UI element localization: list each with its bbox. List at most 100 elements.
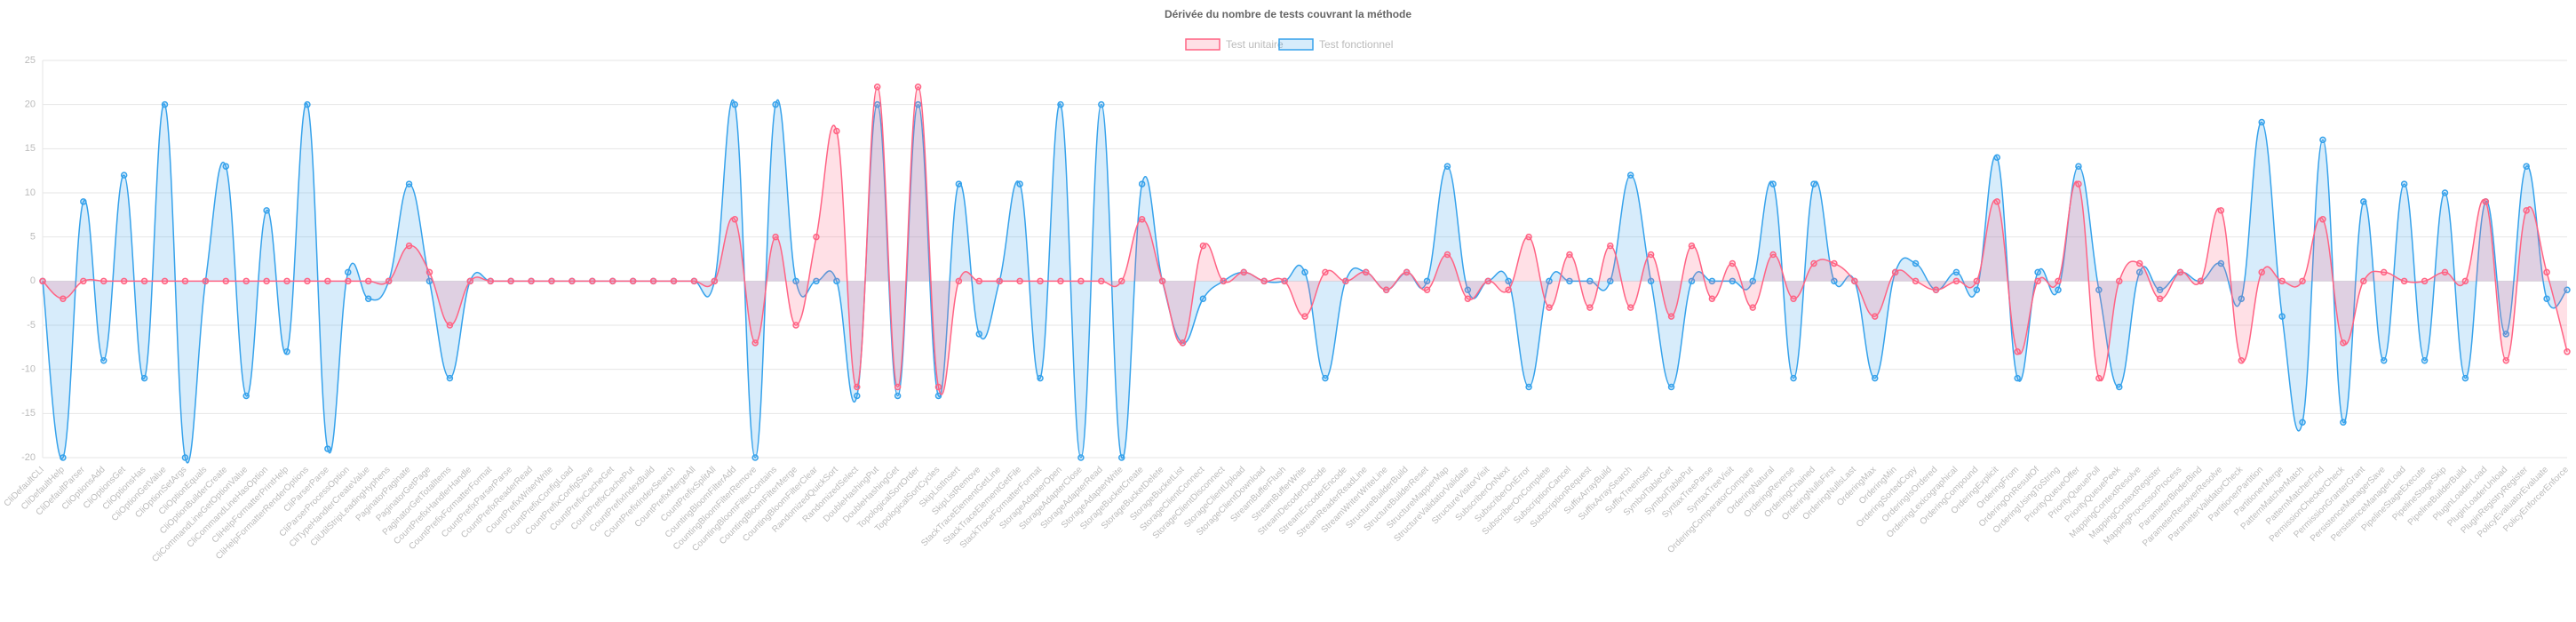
point <box>608 277 616 285</box>
point <box>1301 313 1308 320</box>
point <box>2441 268 2449 276</box>
line <box>42 86 2568 395</box>
point <box>1810 259 1817 267</box>
point <box>751 339 759 347</box>
point <box>425 277 433 285</box>
point <box>690 277 698 285</box>
point <box>1688 277 1696 285</box>
point <box>120 277 128 285</box>
point <box>1932 286 1940 294</box>
point <box>1810 180 1817 187</box>
point <box>1729 277 1737 285</box>
point <box>2278 277 2286 285</box>
point <box>792 322 799 329</box>
point <box>2197 277 2205 285</box>
point <box>670 277 678 285</box>
point <box>1484 277 1492 285</box>
point <box>1220 277 1228 285</box>
point <box>2543 295 2550 302</box>
point <box>2217 259 2225 267</box>
point <box>283 348 290 355</box>
point <box>2055 277 2062 285</box>
point <box>405 180 413 187</box>
point <box>2075 163 2082 170</box>
point <box>1566 251 1573 259</box>
point <box>1790 295 1797 302</box>
point <box>711 277 719 285</box>
point <box>854 383 861 391</box>
point <box>263 207 270 214</box>
point <box>2176 268 2184 276</box>
point <box>1057 100 1064 108</box>
point <box>283 277 290 285</box>
point <box>161 277 169 285</box>
point <box>39 277 46 285</box>
point <box>1871 374 1879 382</box>
point <box>1973 286 1981 294</box>
point <box>894 383 902 391</box>
point <box>2380 356 2388 364</box>
point <box>955 277 963 285</box>
point <box>2400 180 2408 187</box>
point <box>833 277 840 285</box>
point <box>1403 268 1411 276</box>
point <box>1382 286 1390 294</box>
point <box>345 268 352 276</box>
point <box>1423 286 1431 294</box>
point <box>161 100 169 108</box>
point <box>2461 277 2469 285</box>
point <box>1952 268 1960 276</box>
point <box>1464 295 1472 302</box>
point <box>2502 356 2509 364</box>
point <box>548 277 555 285</box>
point <box>80 277 87 285</box>
point <box>772 233 779 241</box>
point <box>1708 295 1716 302</box>
point <box>2034 277 2041 285</box>
point <box>528 277 535 285</box>
point <box>813 277 820 285</box>
point <box>1077 454 1085 461</box>
point <box>1505 286 1512 294</box>
point <box>934 392 942 400</box>
point <box>1891 268 1899 276</box>
point <box>1016 180 1023 187</box>
point <box>1952 277 1960 285</box>
point <box>1016 277 1023 285</box>
point <box>2340 419 2347 427</box>
point <box>934 383 942 391</box>
point <box>120 171 128 179</box>
point <box>2258 118 2265 126</box>
point <box>507 277 514 285</box>
point <box>2034 268 2041 276</box>
point <box>263 277 270 285</box>
point <box>100 277 107 285</box>
point <box>1831 259 1838 267</box>
point <box>2095 374 2103 382</box>
point <box>1667 383 1675 391</box>
point <box>222 163 230 170</box>
point <box>1158 277 1166 285</box>
point <box>446 374 454 382</box>
point <box>242 392 250 400</box>
y-tick-label: -5 <box>27 320 36 331</box>
point <box>1037 374 1044 382</box>
point <box>2461 374 2469 382</box>
y-tick-label: 10 <box>25 187 36 198</box>
point <box>385 277 393 285</box>
point <box>731 100 739 108</box>
point <box>1464 286 1472 294</box>
point <box>140 277 148 285</box>
point <box>1525 233 1532 241</box>
point <box>2564 286 2571 294</box>
point <box>2299 277 2306 285</box>
y-tick-label: 0 <box>30 275 36 286</box>
point <box>1626 171 1634 179</box>
point <box>304 100 311 108</box>
point <box>2238 295 2246 302</box>
point <box>446 322 454 329</box>
point <box>1525 383 1532 391</box>
point <box>792 277 799 285</box>
point <box>1688 242 1696 250</box>
point <box>181 277 189 285</box>
